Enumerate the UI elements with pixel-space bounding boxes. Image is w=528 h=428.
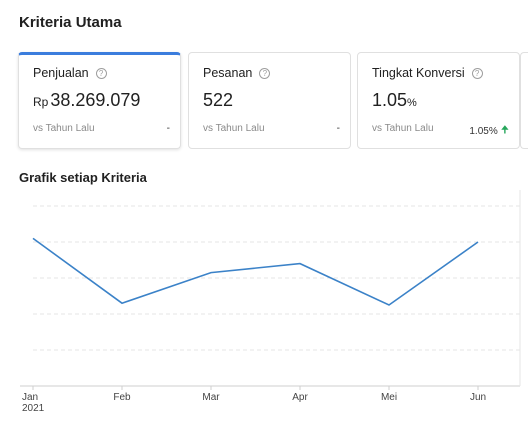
section-title: Kriteria Utama bbox=[19, 14, 122, 31]
card-label: Penjualan bbox=[33, 66, 89, 80]
card-label: Pesanan bbox=[203, 66, 253, 80]
help-icon[interactable]: ? bbox=[95, 67, 107, 79]
value-number: 38.269.079 bbox=[50, 90, 141, 110]
card-penjualan[interactable]: Penjualan ? Rp 38.269.079 vs Tahun Lalu - bbox=[18, 52, 181, 149]
x-tick-label-jan: Jan bbox=[22, 392, 38, 403]
card-value: 1.05% bbox=[372, 90, 417, 111]
arrow-up-icon: 🠉 bbox=[500, 125, 509, 136]
card-value: Rp 38.269.079 bbox=[33, 90, 140, 111]
card-tingkat-konversi[interactable]: Tingkat Konversi ? 1.05% vs Tahun Lalu 1… bbox=[357, 52, 520, 149]
x-year-label: 2021 bbox=[22, 403, 45, 414]
x-tick-label-feb: Feb bbox=[113, 392, 131, 403]
change-value: - bbox=[166, 123, 170, 134]
chart-title: Grafik setiap Kriteria bbox=[19, 170, 147, 185]
currency-prefix: Rp bbox=[33, 95, 49, 109]
x-tick-label-apr: Apr bbox=[292, 392, 308, 403]
change-value: - bbox=[336, 123, 340, 134]
value-number: 1.05 bbox=[372, 90, 408, 110]
x-tick-label-mar: Mar bbox=[202, 392, 220, 403]
card-partial[interactable] bbox=[520, 52, 528, 149]
card-label: Tingkat Konversi bbox=[372, 66, 465, 80]
card-value: 522 bbox=[203, 90, 234, 110]
percent-suffix: % bbox=[407, 97, 417, 109]
line-chart: Jan Feb Mar Apr Mei Jun 2021 bbox=[20, 190, 521, 414]
x-tick-label-mei: Mei bbox=[381, 392, 397, 403]
series-line-0 bbox=[32, 237, 479, 306]
compare-label: vs Tahun Lalu bbox=[372, 123, 434, 134]
x-tick-label-jun: Jun bbox=[470, 392, 486, 403]
help-icon[interactable]: ? bbox=[471, 67, 483, 79]
compare-label: vs Tahun Lalu bbox=[33, 123, 95, 134]
change-value: 1.05% bbox=[469, 126, 498, 137]
compare-label: vs Tahun Lalu bbox=[203, 123, 265, 134]
help-icon[interactable]: ? bbox=[259, 67, 271, 79]
card-pesanan[interactable]: Pesanan ? 522 vs Tahun Lalu - bbox=[188, 52, 351, 149]
